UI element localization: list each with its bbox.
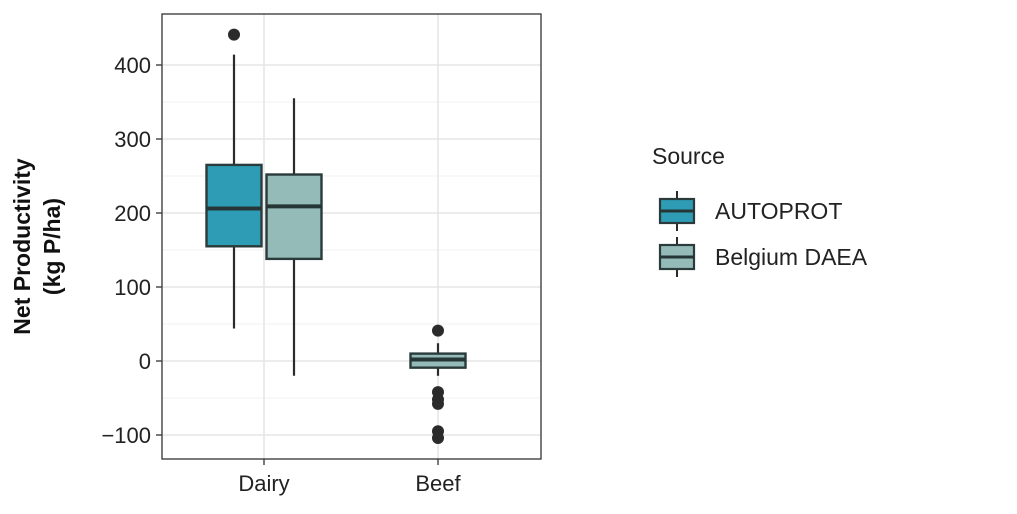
y-tick-label: 200 — [114, 201, 151, 226]
box-dairy-belgium-daea — [265, 98, 323, 376]
legend-item-autoprot: AUTOPROT — [658, 191, 842, 231]
box-beef-belgium-daea — [409, 324, 467, 444]
box-iqr — [265, 173, 323, 261]
legend: Source AUTOPROT Belgium DAEA — [652, 143, 868, 277]
x-tick-label-beef: Beef — [415, 471, 461, 496]
outlier-point — [432, 431, 444, 444]
x-tick-label-dairy: Dairy — [238, 471, 289, 496]
outlier-point — [228, 28, 240, 41]
plot-panel-border — [161, 13, 542, 460]
legend-label: Belgium DAEA — [715, 244, 868, 270]
grid-lines — [162, 14, 541, 459]
box-iqr — [205, 163, 263, 248]
axes: −100 0 100 200 300 400 Dairy Beef — [101, 53, 461, 496]
box-dairy-autoprot — [205, 28, 263, 329]
y-axis-title-line-1: Net Productivity — [9, 158, 35, 335]
y-tick-label: −100 — [101, 423, 151, 448]
legend-item-belgium-daea: Belgium DAEA — [658, 237, 868, 277]
boxplots — [205, 28, 467, 444]
y-tick-label: 100 — [114, 275, 151, 300]
y-axis-title: Net Productivity (kg P/ha) — [9, 158, 65, 335]
legend-title: Source — [652, 143, 725, 169]
y-axis-title-line-2: (kg P/ha) — [39, 198, 65, 295]
legend-label: AUTOPROT — [715, 198, 842, 224]
y-tick-label: 0 — [139, 349, 151, 374]
y-tick-label: 300 — [114, 127, 151, 152]
outlier-point — [432, 324, 444, 337]
outlier-point — [432, 397, 444, 410]
y-tick-label: 400 — [114, 53, 151, 78]
